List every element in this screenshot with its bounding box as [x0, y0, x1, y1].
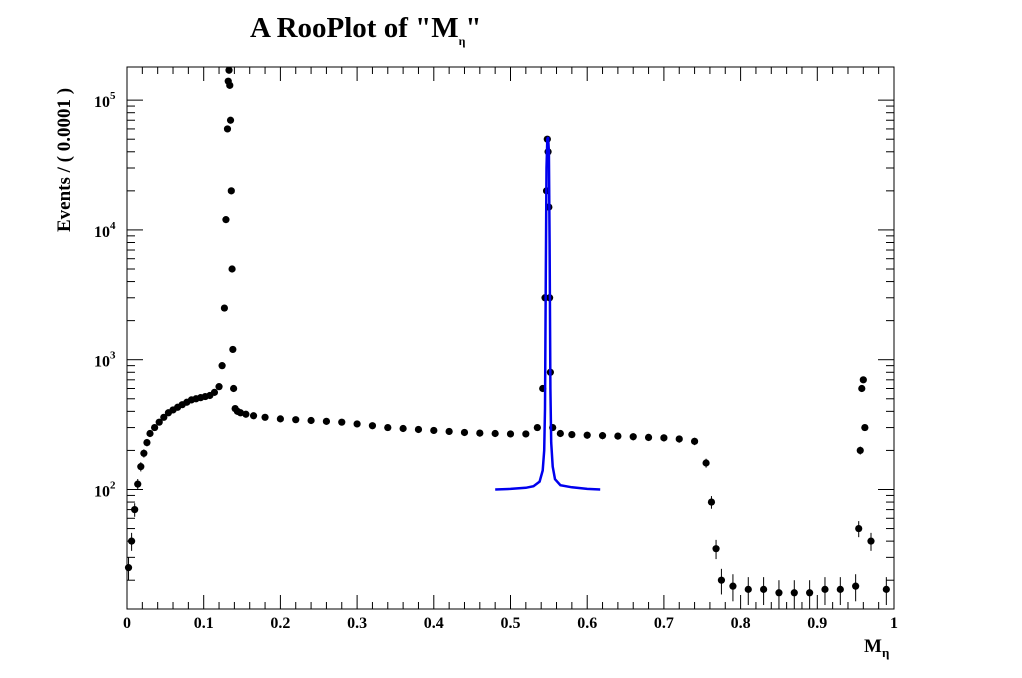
y-tick-label: 102	[94, 479, 116, 500]
data-point	[249, 412, 258, 420]
data-point	[261, 413, 269, 421]
data-point	[140, 449, 148, 457]
y-axis-label: Events / ( 0.0001 )	[54, 88, 75, 232]
x-axis-ticks: 0 0.1 0.2 0.3 0.4 0.5 0.6 0.7 0.8 0.9 1	[123, 67, 898, 632]
data-point	[160, 413, 168, 421]
data-point	[867, 537, 875, 545]
plot-frame	[126, 66, 895, 610]
data-point	[821, 585, 829, 593]
data-point	[338, 418, 346, 426]
data-point	[702, 459, 710, 467]
data-point	[399, 424, 407, 433]
x-tick-label: 0.6	[577, 615, 597, 632]
data-marks	[124, 66, 890, 609]
data-point	[533, 423, 541, 432]
data-point	[556, 429, 564, 438]
data-point	[151, 423, 159, 432]
data-point	[629, 433, 637, 441]
data-point	[228, 265, 236, 273]
data-point	[137, 463, 145, 471]
data-point	[614, 432, 622, 440]
data-point	[855, 524, 863, 533]
fit-curve	[495, 136, 601, 491]
data-point	[856, 446, 864, 455]
y-axis-ticks: 102 103 104 105	[94, 90, 894, 581]
data-point	[223, 125, 232, 133]
data-point	[836, 585, 844, 593]
data-point	[220, 304, 229, 312]
data-point	[134, 480, 142, 488]
data-point	[430, 426, 438, 435]
data-point	[143, 438, 151, 447]
data-point	[806, 589, 814, 597]
data-point	[414, 425, 423, 434]
data-point	[568, 430, 576, 439]
x-tick-label: 0.7	[654, 615, 674, 632]
data-point	[675, 435, 683, 443]
y-tick-label: 104	[94, 220, 116, 241]
x-tick-label: 0	[123, 615, 131, 632]
data-point	[644, 433, 653, 441]
data-point	[215, 383, 223, 391]
data-point	[292, 416, 300, 424]
data-point	[690, 437, 699, 445]
data-point	[583, 431, 591, 439]
chart-title: A RooPlot of "Mη"	[250, 12, 482, 48]
data-point	[476, 429, 484, 437]
data-point	[384, 423, 392, 432]
data-point	[368, 422, 377, 430]
x-tick-label: 1	[890, 615, 898, 632]
plot-area: 0 0.1 0.2 0.3 0.4 0.5 0.6 0.7 0.8 0.9 1 1021031041…	[94, 66, 898, 632]
y-tick-label: 105	[94, 90, 116, 111]
data-point	[491, 429, 499, 438]
x-tick-label: 0.4	[424, 615, 444, 632]
data-point	[852, 582, 860, 590]
data-point	[124, 564, 133, 572]
data-point	[460, 428, 469, 437]
data-point	[445, 427, 453, 436]
data-point	[744, 585, 752, 593]
data-point	[230, 384, 238, 393]
x-tick-label: 0.9	[807, 615, 827, 632]
data-point	[242, 410, 250, 418]
data-point	[226, 81, 234, 89]
fit-curve-group	[495, 136, 601, 491]
data-point	[210, 388, 219, 396]
x-axis-label: Mη	[864, 636, 889, 660]
x-tick-label: 0.2	[270, 615, 290, 632]
data-point	[276, 415, 284, 423]
data-point	[717, 576, 726, 584]
data-point	[660, 434, 668, 442]
data-point	[882, 585, 890, 593]
data-point	[229, 345, 237, 354]
data-point	[729, 582, 737, 590]
data-point	[222, 216, 230, 224]
y-tick-label: 103	[94, 350, 116, 371]
data-point	[712, 545, 720, 553]
data-point	[775, 589, 783, 597]
data-point	[522, 430, 530, 438]
data-point	[353, 420, 361, 428]
data-point	[506, 430, 515, 438]
data-point	[598, 432, 607, 440]
data-point	[861, 423, 869, 432]
x-tick-label: 0.8	[731, 615, 751, 632]
data-point	[225, 66, 233, 74]
data-point	[218, 362, 226, 370]
data-point	[760, 585, 768, 593]
x-tick-label: 0.3	[347, 615, 367, 632]
data-point	[146, 429, 154, 438]
data-point	[226, 116, 235, 124]
data-point	[858, 384, 866, 393]
data-point	[859, 376, 867, 384]
data-point	[307, 416, 315, 425]
data-point	[322, 417, 331, 425]
data-point	[707, 498, 716, 506]
data-point	[790, 589, 798, 597]
x-tick-label: 0.1	[194, 615, 214, 632]
x-tick-label: 0.5	[501, 615, 521, 632]
data-point	[155, 418, 163, 426]
data-point	[227, 187, 235, 195]
